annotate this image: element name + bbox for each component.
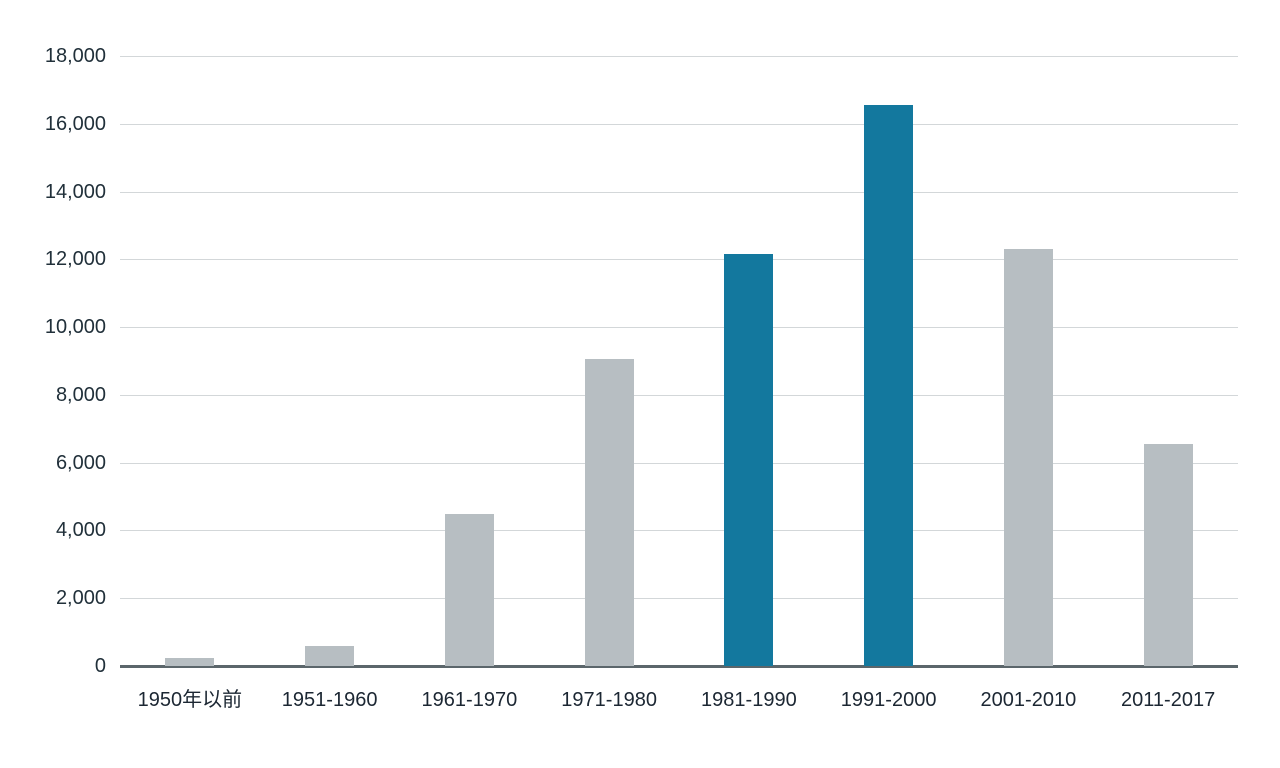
y-axis-tick-label: 0: [94, 655, 106, 677]
x-axis-tick-label: 2001-2010: [980, 689, 1077, 711]
bar: [1143, 444, 1193, 666]
bar: [724, 254, 774, 666]
x-axis-tick-label: 1991-2000: [840, 689, 937, 711]
y-axis-tick-label: 12,000: [44, 248, 106, 271]
y-axis-tick-label: 18,000: [44, 45, 106, 67]
x-axis-tick-label: 1950年以前: [137, 689, 243, 711]
x-axis-tick-label: 1961-1970: [421, 689, 518, 711]
bar: [1003, 249, 1053, 666]
gridline: [120, 530, 1238, 532]
bar: [584, 359, 634, 666]
y-axis-tick-label: 8,000: [55, 383, 106, 406]
y-axis-tick-label: 10,000: [44, 316, 106, 339]
bar: [864, 105, 914, 666]
y-axis-tick-label: 2,000: [55, 587, 106, 610]
y-axis-tick-label: 14,000: [44, 180, 106, 203]
x-axis-tick-label: 2011-2017: [1121, 689, 1216, 711]
gridline: [120, 598, 1238, 600]
gridline: [120, 259, 1238, 261]
bar: [444, 513, 494, 666]
gridline: [120, 327, 1238, 329]
x-axis-tick-label: 1981-1990: [701, 689, 797, 711]
x-axis-tick-label: 1951-1960: [281, 689, 378, 711]
gridline: [120, 56, 1238, 57]
y-axis-tick-label: 16,000: [44, 112, 106, 135]
gridline: [120, 191, 1238, 193]
gridline: [120, 394, 1238, 396]
bar: [305, 645, 355, 666]
x-axis-line: [120, 665, 1238, 668]
y-axis-tick-label: 4,000: [55, 519, 106, 542]
bar: [165, 657, 215, 666]
gridline: [120, 462, 1238, 464]
x-axis-tick-label: 1971-1980: [561, 689, 657, 711]
y-axis-tick-label: 6,000: [55, 451, 106, 474]
gridline: [120, 123, 1238, 125]
